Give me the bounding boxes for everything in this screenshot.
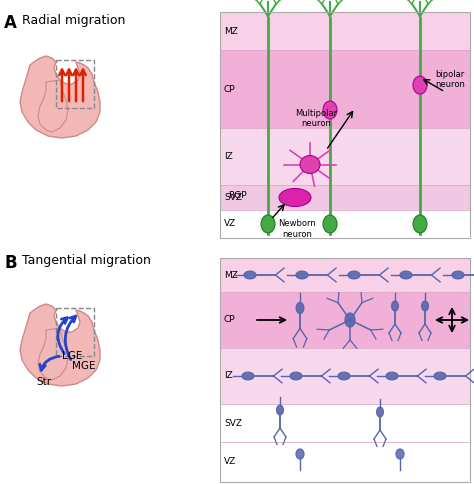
Ellipse shape — [300, 155, 320, 173]
Bar — [220, 12, 470, 238]
Ellipse shape — [296, 302, 304, 314]
Text: VZ: VZ — [224, 457, 236, 467]
Text: Str: Str — [36, 377, 52, 387]
Text: MZ: MZ — [224, 271, 238, 279]
Text: SVZ: SVZ — [224, 419, 242, 427]
Polygon shape — [38, 80, 68, 132]
Ellipse shape — [296, 449, 304, 459]
Bar — [220, 128, 470, 185]
Text: bipolar
neuron: bipolar neuron — [435, 70, 465, 90]
Bar — [220, 292, 470, 348]
Text: CP: CP — [224, 85, 236, 93]
Bar — [220, 185, 470, 210]
Bar — [56, 60, 94, 108]
Ellipse shape — [290, 372, 302, 380]
Text: MZ: MZ — [224, 27, 238, 35]
Bar — [220, 50, 470, 128]
Ellipse shape — [413, 76, 427, 94]
Polygon shape — [20, 56, 100, 138]
Ellipse shape — [392, 301, 398, 311]
Text: SVZ: SVZ — [224, 193, 242, 202]
Polygon shape — [20, 304, 100, 386]
Bar — [220, 12, 470, 50]
Ellipse shape — [261, 215, 275, 233]
Ellipse shape — [296, 271, 308, 279]
Ellipse shape — [413, 215, 427, 233]
Ellipse shape — [279, 188, 311, 207]
Ellipse shape — [377, 407, 383, 417]
Ellipse shape — [277, 405, 283, 415]
Text: Radial migration: Radial migration — [22, 14, 126, 27]
Text: RGP: RGP — [228, 191, 246, 199]
Polygon shape — [38, 328, 68, 380]
Text: VZ: VZ — [224, 220, 236, 228]
Ellipse shape — [396, 449, 404, 459]
Ellipse shape — [386, 372, 398, 380]
Ellipse shape — [422, 301, 428, 311]
Ellipse shape — [338, 372, 350, 380]
Ellipse shape — [244, 271, 256, 279]
Bar — [220, 258, 470, 482]
Text: Tangential migration: Tangential migration — [22, 254, 151, 267]
Text: IZ: IZ — [224, 372, 233, 380]
Bar — [220, 210, 470, 238]
Ellipse shape — [400, 271, 412, 279]
Bar — [220, 258, 470, 292]
Text: IZ: IZ — [224, 152, 233, 161]
Ellipse shape — [434, 372, 446, 380]
Text: B: B — [4, 254, 17, 272]
Bar — [220, 348, 470, 404]
Bar — [220, 404, 470, 442]
Ellipse shape — [323, 101, 337, 119]
Ellipse shape — [242, 372, 254, 380]
Text: A: A — [4, 14, 17, 32]
Text: CP: CP — [224, 316, 236, 324]
Ellipse shape — [452, 271, 464, 279]
Bar — [220, 442, 470, 482]
Ellipse shape — [345, 313, 355, 327]
Bar — [56, 308, 94, 356]
Ellipse shape — [323, 215, 337, 233]
Text: Multipolar
neuron: Multipolar neuron — [295, 109, 337, 128]
Text: LGE: LGE — [62, 351, 82, 361]
Ellipse shape — [348, 271, 360, 279]
Text: Newborn
neuron: Newborn neuron — [278, 220, 316, 239]
Text: MGE: MGE — [72, 361, 96, 371]
